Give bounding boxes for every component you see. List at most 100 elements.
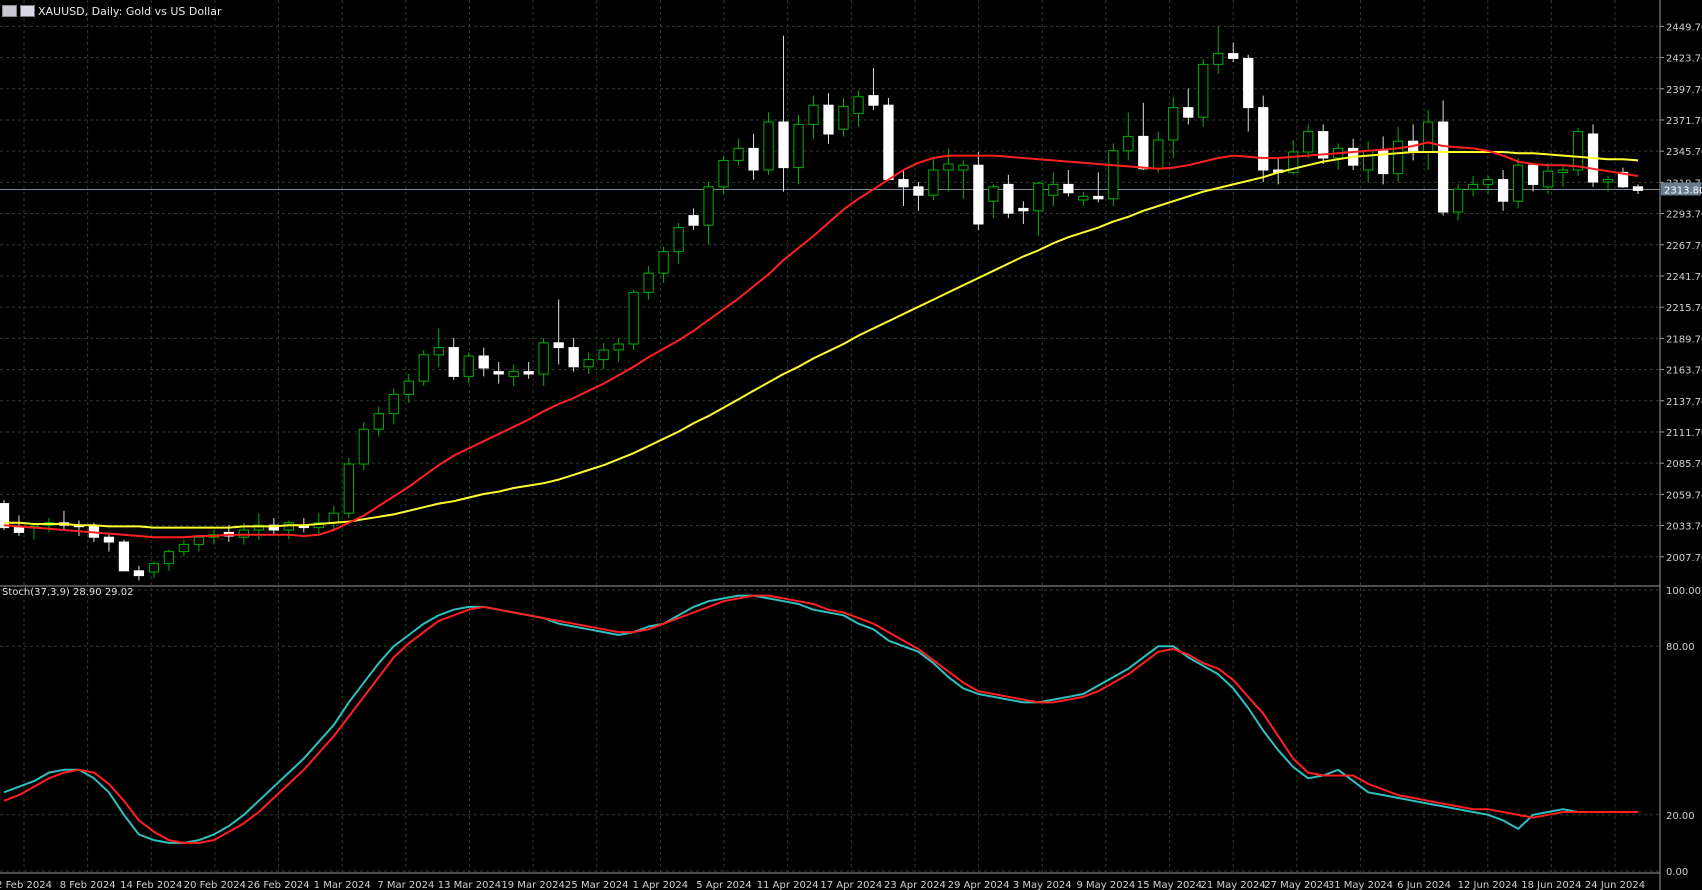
candle-body [1213,53,1224,65]
moving-average-fast-line [3,141,1639,539]
candle-body [448,347,459,377]
candle-body [1288,151,1299,173]
candle-body [1363,150,1374,171]
candle-body [1467,183,1479,190]
chart-title-bar: XAUUSD, Daily: Gold vs US Dollar [2,3,221,19]
candle-body [1243,57,1254,109]
candle-body [1557,169,1569,173]
time-tick-label: 31 May 2024 [1328,880,1393,890]
candle-body [328,512,339,524]
candle-body [1258,107,1269,171]
time-tick-label: 12 Jun 2024 [1458,880,1518,890]
current-price-marker [1661,182,1701,196]
candle-body [358,428,369,465]
price-tick-label: 2085.70 [1666,459,1702,470]
candle-body [913,186,924,196]
time-tick-label: 23 Apr 2024 [884,880,946,890]
candle-body [1183,107,1194,118]
time-tick-label: 6 Jun 2024 [1397,880,1451,890]
candle-body [148,563,160,573]
candle-body [763,121,774,171]
candle-body [898,179,909,188]
candle-body [1318,131,1329,159]
candle-body [958,164,969,171]
time-tick-label: 1 Apr 2024 [633,880,688,890]
candle-body [1497,179,1509,202]
moving-average-slow-line [4,151,1639,529]
stochastic-signal-line [3,594,1638,844]
candle-body [1048,183,1059,196]
candle-body [1198,63,1209,118]
window-menu-icon[interactable] [2,5,17,17]
stoch-tick-label: 80.00 [1666,642,1695,653]
candle-body [1527,164,1539,185]
candle-body [1422,121,1434,153]
candle-body [853,96,864,115]
candle-body [1123,135,1134,152]
time-tick-label: 2 Feb 2024 [0,880,52,890]
candle-body [1632,186,1644,191]
price-tick-label: 2215.70 [1666,303,1702,314]
candle-body [613,343,624,351]
candle-body [1003,183,1014,214]
candle-body [1018,207,1029,212]
price-tick-label: 2423.70 [1666,54,1702,65]
candle-body [943,163,954,171]
candle-body [808,104,819,125]
time-tick-label: 27 May 2024 [1264,880,1329,890]
candle-body [373,413,384,430]
candle-body [1542,170,1554,188]
candle-body [703,186,714,226]
price-tick-label: 2449.70 [1666,22,1702,33]
time-tick-label: 20 Feb 2024 [184,880,246,890]
time-tick-label: 26 Feb 2024 [247,880,309,890]
candle-body [583,359,594,368]
candle-body [133,570,145,577]
candle-body [928,169,939,196]
candle-body [568,347,579,368]
candle-body [553,342,564,349]
time-tick-label: 21 May 2024 [1201,880,1266,890]
candle-body [523,371,534,375]
candle-body [658,251,669,274]
candle-body [673,227,684,253]
candle-body [1168,107,1179,141]
time-tick-label: 11 Apr 2024 [757,880,819,890]
time-tick-label: 13 Mar 2024 [438,880,501,890]
time-tick-label: 7 Mar 2024 [377,880,434,890]
candle-body [823,104,834,135]
price-tick-label: 2345.70 [1666,147,1702,158]
candle-body [538,342,549,375]
current-price-label: 2313.80 [1664,185,1702,196]
candle-body [1602,179,1614,183]
symbol-title: XAUUSD, Daily: Gold vs US Dollar [38,4,222,18]
candle-body [193,536,205,545]
candle-body [778,121,789,169]
candle-body [238,529,250,538]
candle-body [748,147,759,171]
time-tick-label: 29 Apr 2024 [948,880,1010,890]
candle-body [1303,131,1314,153]
candle-body [508,371,519,377]
candle-body [403,380,414,395]
time-tick-label: 5 Apr 2024 [696,880,751,890]
time-tick-label: 14 Feb 2024 [120,880,182,890]
candle-body [418,354,429,382]
stoch-tick-label: 100.00 [1666,586,1701,597]
candle-body [1093,195,1104,200]
candle-body [688,215,699,226]
time-tick-label: 19 Mar 2024 [501,880,564,890]
candle-body [868,95,879,106]
candle-body [598,349,609,361]
price-tick-label: 2163.70 [1666,366,1702,377]
candle-body [1512,164,1524,202]
candle-body [343,463,354,514]
candle-body [433,347,444,356]
candle-body [1078,195,1089,201]
candle-body [1063,183,1074,194]
price-tick-label: 2137.70 [1666,397,1702,408]
price-tick-label: 2189.70 [1666,334,1702,345]
price-tick-label: 2111.70 [1666,428,1702,439]
candle-body [1108,150,1119,200]
